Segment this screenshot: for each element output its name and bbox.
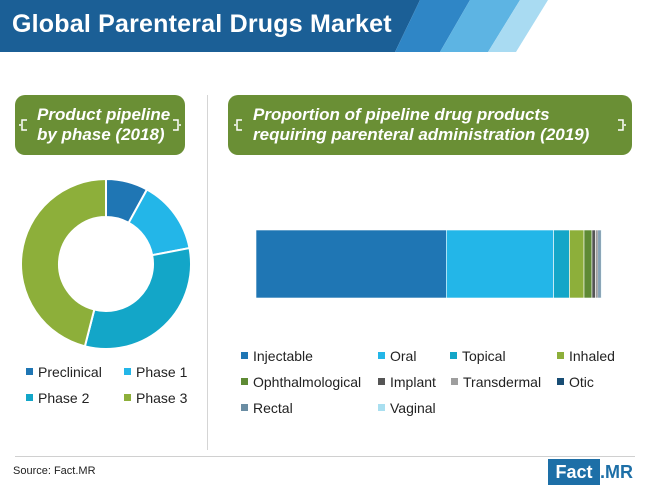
legend-swatch [378, 352, 385, 359]
banner-bracket-icon [618, 119, 626, 131]
administration-legend-item: Rectal [241, 400, 293, 416]
legend-swatch [451, 378, 458, 385]
legend-label: Preclinical [38, 364, 102, 380]
header-banner: Global Parenteral Drugs Market [0, 0, 650, 52]
phase-legend-item: Phase 1 [124, 364, 187, 380]
legend-swatch [241, 378, 248, 385]
administration-legend-item: Injectable [241, 348, 313, 364]
phase-donut-chart [20, 178, 192, 350]
phase-legend-item: Phase 3 [124, 390, 187, 406]
chart1-title-line-1: Product pipeline [37, 105, 171, 124]
administration-legend-item: Topical [450, 348, 506, 364]
bar-segment-ophthalmological [583, 229, 593, 299]
administration-legend-item: Otic [557, 374, 594, 390]
legend-label: Rectal [253, 400, 293, 416]
legend-label: Phase 2 [38, 390, 90, 406]
administration-legend-item: Transdermal [451, 374, 541, 390]
phase-legend-item: Phase 2 [26, 390, 89, 406]
bar-segment-implant [591, 229, 596, 299]
banner-bracket-icon [19, 119, 27, 131]
legend-swatch [124, 368, 131, 375]
bar-segment-oral [446, 229, 554, 299]
bar-segment-topical [553, 229, 570, 299]
chart1-title-line-2: by phase (2018) [37, 125, 165, 144]
legend-label: Vaginal [390, 400, 436, 416]
legend-label: Injectable [253, 348, 313, 364]
logo-mr-text: .MR [600, 462, 633, 482]
bar-segment-transdermal [595, 229, 599, 299]
administration-legend-item: Inhaled [557, 348, 615, 364]
header-band [0, 0, 420, 52]
legend-label: Transdermal [463, 374, 542, 390]
chart2-title-banner: Proportion of pipeline drug products req… [228, 95, 632, 155]
legend-swatch [26, 368, 33, 375]
administration-legend-item: Implant [378, 374, 436, 390]
chart1-title-banner: Product pipeline by phase (2018) [15, 95, 185, 155]
footer-divider [15, 456, 635, 457]
legend-swatch [26, 394, 33, 401]
vertical-divider [207, 95, 208, 450]
source-note: Source: Fact.MR [13, 465, 96, 477]
chart2-title-line-1: Proportion of pipeline drug products [253, 105, 550, 124]
legend-label: Implant [390, 374, 436, 390]
legend-label: Ophthalmological [253, 374, 362, 390]
bar-segment-vaginal [601, 229, 603, 299]
legend-swatch [557, 378, 564, 385]
legend-swatch [241, 352, 248, 359]
legend-swatch [378, 404, 385, 411]
logo-fact-text: Fact [548, 459, 600, 485]
legend-label: Oral [390, 348, 417, 364]
legend-label: Phase 3 [136, 390, 188, 406]
administration-legend-item: Vaginal [378, 400, 436, 416]
legend-swatch [241, 404, 248, 411]
donut-slice-phase-2 [83, 246, 192, 350]
bar-segment-injectable [255, 229, 447, 299]
administration-legend-item: Ophthalmological [241, 374, 361, 390]
legend-swatch [450, 352, 457, 359]
legend-swatch [378, 378, 385, 385]
banner-bracket-icon [173, 119, 181, 131]
administration-legend-item: Oral [378, 348, 416, 364]
administration-stacked-bar [255, 229, 603, 299]
header-stripe-3 [488, 0, 548, 52]
legend-label: Inhaled [569, 348, 615, 364]
header-stripe-1 [395, 0, 470, 52]
chart2-title-line-2: requiring parenteral administration (201… [253, 125, 590, 144]
page-title: Global Parenteral Drugs Market [12, 10, 392, 38]
legend-label: Topical [462, 348, 506, 364]
legend-label: Phase 1 [136, 364, 188, 380]
legend-label: Otic [569, 374, 594, 390]
header-stripe-2 [440, 0, 520, 52]
donut-slice-phase-3 [20, 178, 107, 348]
bar-segment-inhaled [569, 229, 585, 299]
header-graphic [0, 0, 548, 52]
banner-bracket-icon [234, 119, 242, 131]
legend-swatch [124, 394, 131, 401]
legend-swatch [557, 352, 564, 359]
phase-legend-item: Preclinical [26, 364, 102, 380]
